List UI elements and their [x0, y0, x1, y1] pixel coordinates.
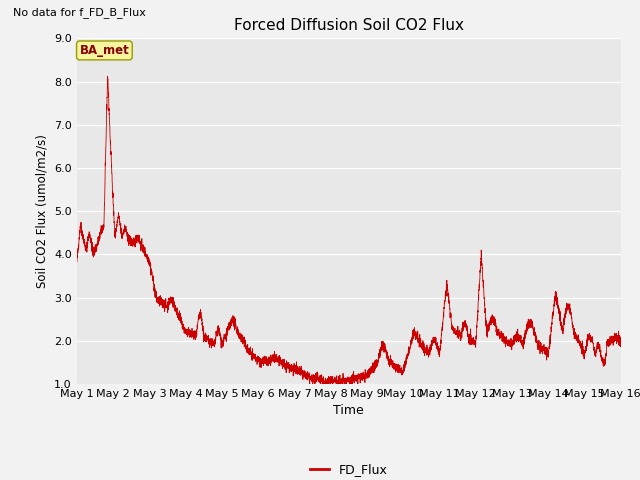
Legend: FD_Flux: FD_Flux: [305, 458, 392, 480]
Y-axis label: Soil CO2 Flux (umol/m2/s): Soil CO2 Flux (umol/m2/s): [36, 134, 49, 288]
Text: No data for f_FD_B_Flux: No data for f_FD_B_Flux: [13, 7, 146, 18]
Title: Forced Diffusion Soil CO2 Flux: Forced Diffusion Soil CO2 Flux: [234, 18, 464, 33]
X-axis label: Time: Time: [333, 405, 364, 418]
Text: BA_met: BA_met: [79, 44, 129, 57]
